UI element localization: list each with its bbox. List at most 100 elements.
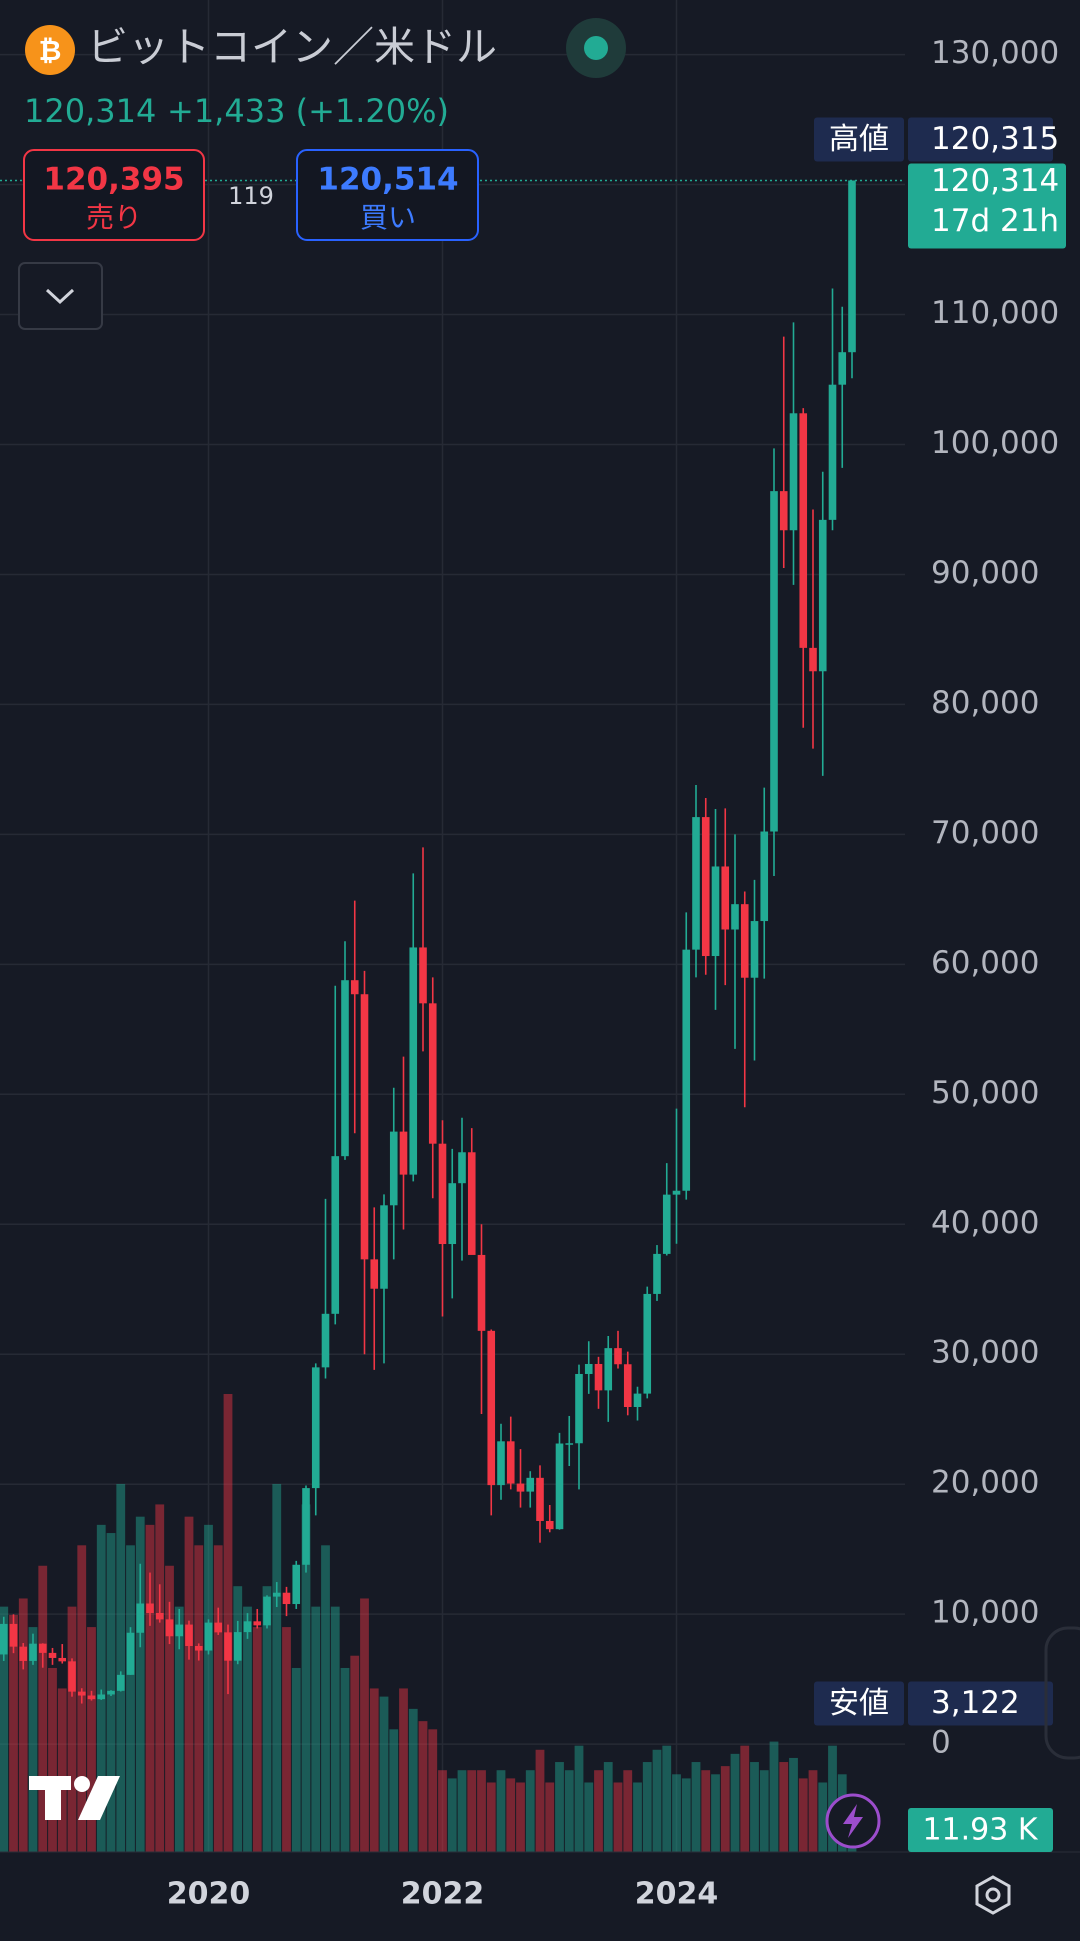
candle-body [662, 1194, 671, 1254]
candle-body [682, 949, 691, 1191]
candle-body [77, 1691, 86, 1696]
last-price-tag [908, 163, 1066, 249]
candle-body [9, 1623, 18, 1647]
candle-body [838, 352, 847, 385]
candle-body [29, 1643, 37, 1661]
marker-value: 3,122 [931, 1685, 1020, 1721]
candle-body [194, 1646, 203, 1651]
candle-body [97, 1694, 106, 1700]
volume-bar [808, 1770, 818, 1852]
settings-icon [985, 1887, 1001, 1903]
candle-body [604, 1348, 613, 1391]
candle-body [311, 1367, 320, 1489]
marker-name: 高値 [829, 122, 889, 157]
volume-bar [496, 1770, 506, 1852]
volume-bar [603, 1762, 613, 1852]
candle-body [155, 1612, 164, 1620]
candle-body [438, 1143, 447, 1245]
volume-bar [613, 1782, 623, 1852]
price-axis: 0 10,000 20,000 30,000 40,000 50,000 60,000 70,… [931, 35, 1059, 1761]
side-handle[interactable] [1044, 1626, 1080, 1760]
price-tags: 120,314 17d 21h 高値 120,315 安値 3,122 11.93 K [814, 117, 1066, 1852]
volume-bar [155, 1504, 165, 1852]
x-tick-label: 2022 [401, 1877, 485, 1912]
candle-body [692, 817, 700, 950]
volume-bar [389, 1729, 399, 1852]
candle-body [0, 1623, 8, 1655]
volume-bar [360, 1598, 369, 1852]
volume-bar [48, 1667, 57, 1852]
volume-bar [321, 1545, 330, 1852]
candle-body [38, 1643, 47, 1653]
volume-bar [0, 1606, 9, 1852]
marker-value: 120,315 [931, 121, 1059, 157]
candle-body [760, 831, 769, 922]
volume-bar [730, 1753, 740, 1852]
volume-bar [194, 1545, 204, 1852]
marker-name-box [814, 117, 904, 162]
x-tick-label: 2020 [167, 1877, 251, 1912]
volume-bar [828, 1745, 837, 1852]
volume-bar [213, 1545, 223, 1852]
volume-bar [67, 1606, 77, 1852]
volume-bar [740, 1745, 750, 1852]
volume-bar [506, 1778, 516, 1852]
x-tick-label: 2024 [635, 1877, 719, 1912]
volume-bar [525, 1770, 535, 1852]
candle-body [302, 1488, 310, 1565]
y-tick-label: 80,000 [931, 685, 1039, 721]
volume-bar [165, 1565, 174, 1852]
candle-body [614, 1348, 622, 1365]
volume-bar [223, 1394, 233, 1852]
volume-bar [798, 1778, 808, 1852]
volume-bar [262, 1586, 272, 1852]
volume-bar [204, 1524, 213, 1852]
volume-bar [116, 1483, 126, 1852]
candle-body [380, 1205, 388, 1289]
y-tick-label: 40,000 [931, 1205, 1039, 1241]
y-tick-label: 90,000 [931, 555, 1039, 591]
volume-bar [9, 1614, 18, 1852]
candle-body [633, 1393, 642, 1408]
time-axis: 2020 2022 2024 [167, 1877, 719, 1912]
buy-price: 120,514 [317, 162, 458, 198]
volume-bar [779, 1762, 789, 1852]
candle-body [185, 1624, 193, 1647]
sell-button[interactable] [23, 149, 205, 241]
volume-bar [252, 1627, 262, 1852]
candle-body [477, 1254, 486, 1331]
buy-button[interactable] [296, 149, 479, 241]
dropdown-button[interactable] [18, 262, 103, 330]
candle-body [116, 1674, 125, 1691]
marker-name-box [814, 1681, 904, 1726]
volume-bar [594, 1770, 603, 1852]
volume-bar [467, 1770, 477, 1852]
candle-body [516, 1483, 525, 1492]
lightning-icon [843, 1804, 863, 1838]
sell-label: 売り [86, 201, 142, 234]
candle-body [350, 980, 359, 995]
price-change: +1,433 (+1.20%) [167, 92, 449, 130]
candle-body [653, 1253, 661, 1294]
candle-body [331, 1156, 340, 1314]
volume-bar [574, 1745, 584, 1852]
symbol-title[interactable]: ビットコイン／米ドル [87, 23, 497, 71]
volume-bar [57, 1688, 67, 1852]
candle-body [740, 904, 749, 978]
buy-label: 買い [360, 201, 416, 234]
volume-bar [584, 1782, 594, 1852]
coin-symbol: ₿ [39, 34, 62, 67]
candle-body [233, 1632, 242, 1661]
y-tick-label: 10,000 [931, 1595, 1039, 1631]
volume-bar [789, 1757, 798, 1852]
settings-button[interactable] [975, 1875, 1011, 1915]
volume-bar [818, 1782, 828, 1852]
volume-bar [438, 1770, 447, 1852]
volume-bar [662, 1745, 672, 1852]
candle-body [107, 1690, 115, 1695]
volume-bar [96, 1524, 106, 1852]
volume-bar [486, 1782, 496, 1852]
volume-bar [535, 1749, 545, 1852]
candle-body [750, 921, 759, 978]
